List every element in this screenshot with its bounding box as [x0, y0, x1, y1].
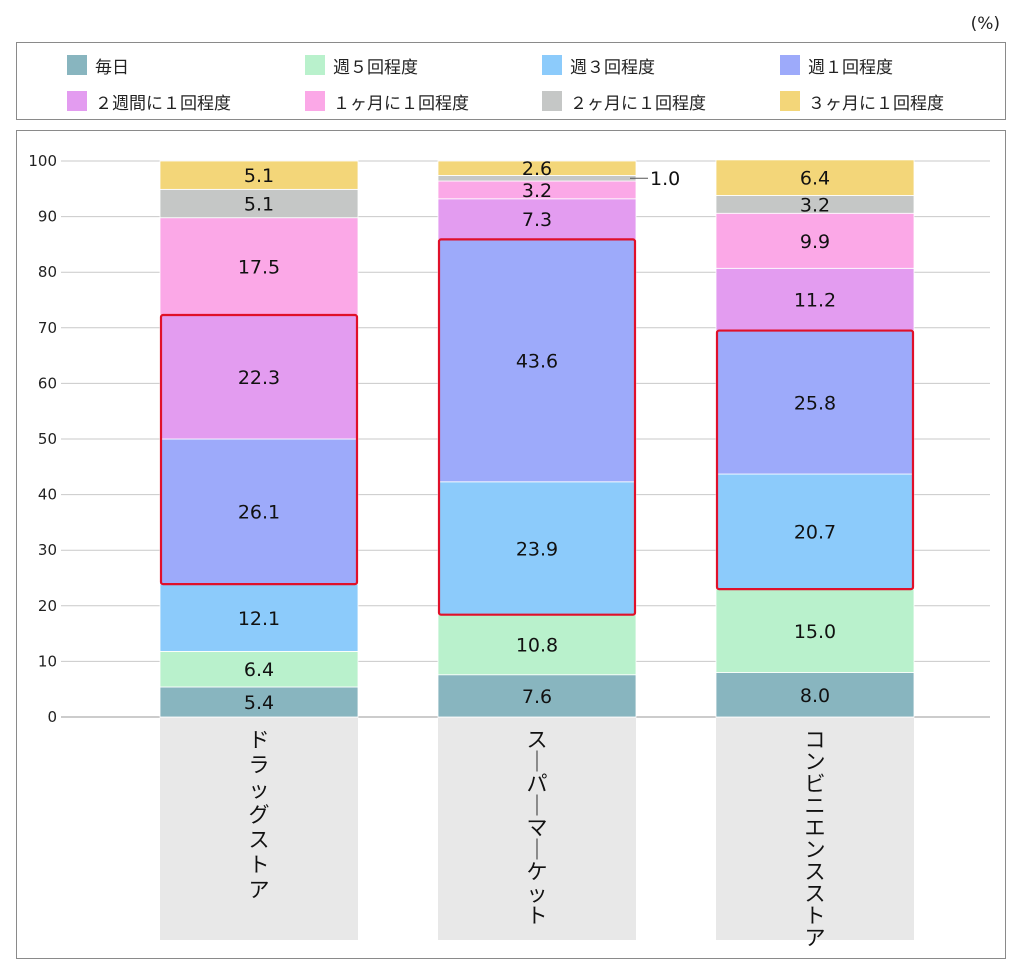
- y-tick-label: 70: [38, 319, 57, 337]
- bar-segment: [715, 212, 915, 269]
- bar-segment: [715, 330, 915, 475]
- highlight-frame: [715, 329, 915, 591]
- data-label: 25.8: [794, 392, 836, 414]
- data-label: 5.4: [244, 692, 274, 714]
- category-label: ス｜パ｜マ｜ケット: [527, 728, 548, 928]
- data-label: 20.7: [794, 522, 836, 544]
- legend-swatch: [542, 55, 562, 75]
- category-label: ドラッグストア: [249, 728, 270, 902]
- legend-item: 週３回程度: [542, 54, 655, 78]
- legend-label: １ヶ月に１回程度: [333, 93, 469, 114]
- chart-frame: 0 10 20 30 40 50 60 70 80 90 100 ドラッグストア ス｜パ｜マ｜ケット コン…: [16, 130, 1006, 959]
- bar-segment: [159, 160, 359, 190]
- legend-swatch: [67, 91, 87, 111]
- y-tick-label: 40: [38, 486, 57, 504]
- data-label: 22.3: [238, 367, 280, 389]
- y-tick-label: 90: [38, 208, 57, 226]
- bar-segment: [159, 650, 359, 688]
- bar-segment: [159, 217, 359, 316]
- bar-segment: [715, 267, 915, 331]
- chart-legend: 毎日 週５回程度 週３回程度 週１回程度 ２週間に１回程度 １ヶ月に１回程度 ２ヶ月に１回程…: [16, 42, 1006, 120]
- data-label: 5.1: [244, 165, 274, 187]
- bar-segment: [437, 238, 637, 483]
- data-label: 7.6: [522, 686, 552, 708]
- highlight-frame: [437, 238, 637, 616]
- bar-segment: [159, 314, 359, 440]
- data-label: 17.5: [238, 256, 280, 278]
- bar-segment: [715, 588, 915, 673]
- data-label: 2.6: [522, 158, 552, 180]
- bar-segment: [159, 686, 359, 718]
- data-label: 6.4: [800, 168, 830, 190]
- data-label: 12.1: [238, 608, 280, 630]
- legend-swatch: [542, 91, 562, 111]
- data-label: 6.4: [244, 659, 274, 681]
- legend-swatch: [780, 55, 800, 75]
- bar-segment: [715, 473, 915, 590]
- data-label: 26.1: [238, 502, 280, 524]
- legend-label: ３ヶ月に１回程度: [808, 93, 944, 114]
- data-label: 11.2: [794, 289, 836, 311]
- unit-label: (%): [970, 14, 1000, 34]
- data-label: 43.6: [516, 351, 558, 373]
- bar-segment: [715, 159, 915, 196]
- data-label: 1.0: [650, 168, 680, 190]
- legend-item: 毎日: [67, 54, 129, 78]
- bar-segment: [159, 583, 359, 652]
- data-label: 9.9: [800, 231, 830, 253]
- data-label: 23.9: [516, 538, 558, 560]
- category-label-box: [160, 718, 358, 940]
- legend-swatch: [305, 91, 325, 111]
- y-tick-label: 10: [38, 652, 57, 670]
- legend-label: 週１回程度: [808, 57, 893, 78]
- legend-item: ３ヶ月に１回程度: [780, 90, 944, 114]
- category-label-box: [716, 718, 914, 940]
- y-tick-label: 0: [47, 708, 57, 726]
- data-label: 8.0: [800, 685, 830, 707]
- bar-segment: [437, 674, 637, 718]
- y-tick-label: 30: [38, 541, 57, 559]
- legend-swatch: [780, 91, 800, 111]
- y-tick-label: 20: [38, 597, 57, 615]
- bar-segment: [437, 614, 637, 676]
- y-tick-label: 60: [38, 374, 57, 392]
- legend-item: 週１回程度: [780, 54, 893, 78]
- data-label: 10.8: [516, 635, 558, 657]
- legend-label: 週３回程度: [570, 57, 655, 78]
- data-label: 7.3: [522, 209, 552, 231]
- category-label: コンビニエンスストア: [805, 728, 826, 950]
- data-label: 5.1: [244, 194, 274, 216]
- y-tick-label: 80: [38, 263, 57, 281]
- bar-segment: [437, 481, 637, 616]
- legend-label: 週５回程度: [333, 57, 418, 78]
- y-tick-label: 50: [38, 430, 57, 448]
- data-label: 15.0: [794, 621, 836, 643]
- highlight-frame: [159, 313, 359, 586]
- data-label: 3.2: [522, 180, 552, 202]
- bar-segment: [159, 188, 359, 219]
- stacked-bar-chart: 0 10 20 30 40 50 60 70 80 90 100 ドラッグストア ス｜パ｜マ｜ケット コン…: [28, 152, 990, 950]
- data-label: 3.2: [800, 194, 830, 216]
- legend-item: １ヶ月に１回程度: [305, 90, 469, 114]
- legend-item: ２ヶ月に１回程度: [542, 90, 706, 114]
- bar-segment: [437, 198, 637, 240]
- legend-swatch: [305, 55, 325, 75]
- legend-label: ２週間に１回程度: [95, 93, 231, 114]
- bar-segment: [437, 160, 637, 176]
- bar-segment: [159, 438, 359, 585]
- legend-swatch: [67, 55, 87, 75]
- legend-item: ２週間に１回程度: [67, 90, 231, 114]
- legend-label: 毎日: [95, 57, 129, 78]
- bar-segment: [715, 672, 915, 718]
- y-tick-label: 100: [28, 152, 57, 170]
- legend-item: 週５回程度: [305, 54, 418, 78]
- category-label-box: [438, 718, 636, 940]
- legend-label: ２ヶ月に１回程度: [570, 93, 706, 114]
